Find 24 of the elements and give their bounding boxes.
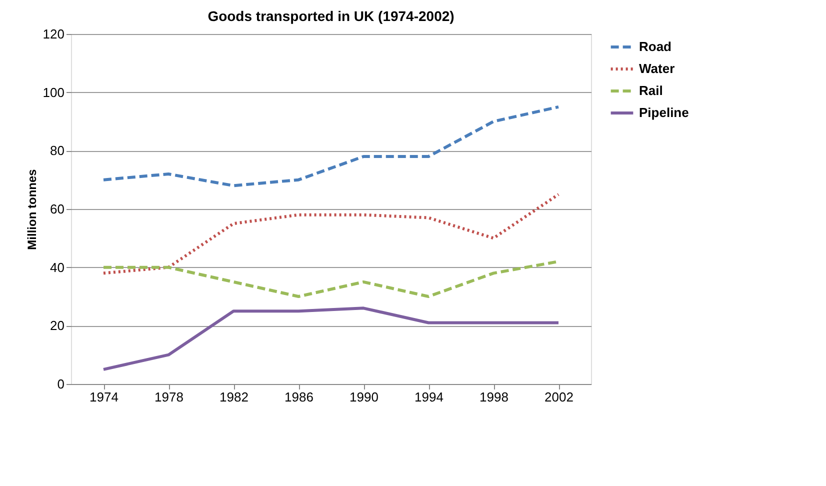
y-tick-label: 60 bbox=[50, 202, 64, 216]
chart-title: Goods transported in UK (1974-2002) bbox=[208, 8, 454, 24]
line-series bbox=[102, 306, 560, 371]
y-tick-label: 100 bbox=[42, 84, 64, 100]
y-axis-title: Million tonnes bbox=[24, 168, 39, 250]
x-tick-label: 1994 bbox=[414, 390, 444, 404]
y-tick-label: 80 bbox=[50, 143, 64, 158]
line-series bbox=[102, 105, 560, 188]
x-tick-label: 1974 bbox=[90, 390, 118, 404]
x-tick-label: 1978 bbox=[154, 390, 184, 404]
y-tick-label: 120 bbox=[42, 26, 64, 42]
x-tick-label: 1998 bbox=[480, 390, 508, 404]
x-tick-label: 2002 bbox=[544, 390, 574, 404]
legend-label: Pipeline bbox=[639, 105, 689, 120]
y-tick-label: 20 bbox=[50, 318, 64, 334]
y-tick-label: 0 bbox=[57, 376, 64, 392]
legend-label: Rail bbox=[639, 83, 663, 98]
y-tick-label: 40 bbox=[50, 260, 64, 275]
line-series bbox=[102, 192, 560, 275]
x-tick-label: 1982 bbox=[220, 390, 248, 404]
x-tick-label: 1986 bbox=[284, 390, 314, 404]
legend-label: Road bbox=[639, 39, 672, 54]
x-tick-label: 1990 bbox=[350, 390, 378, 404]
legend-label: Water bbox=[639, 61, 675, 76]
